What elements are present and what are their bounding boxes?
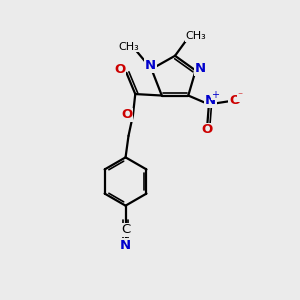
Text: N: N (120, 239, 131, 252)
Text: N: N (205, 94, 216, 107)
Text: +: + (212, 90, 219, 100)
Text: CH₃: CH₃ (118, 42, 139, 52)
Text: O: O (122, 109, 133, 122)
Text: C: C (121, 224, 130, 236)
Text: O: O (114, 63, 126, 76)
Text: N: N (145, 59, 156, 72)
Text: CH₃: CH₃ (185, 31, 206, 41)
Text: N: N (194, 62, 206, 75)
Text: O: O (229, 94, 240, 107)
Text: O: O (201, 124, 212, 136)
Text: ⁻: ⁻ (237, 92, 242, 102)
